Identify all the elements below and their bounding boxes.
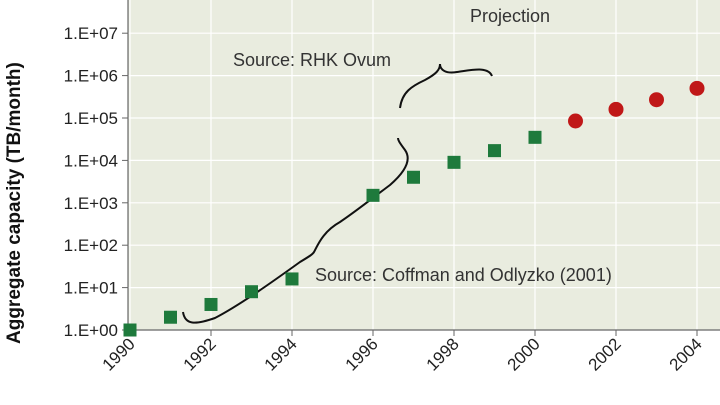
projection-label: Projection — [470, 6, 550, 26]
x-tick-label: 1994 — [261, 334, 301, 374]
y-tick-label: 1.E+02 — [64, 236, 118, 255]
y-tick-label: 1.E+04 — [64, 151, 118, 170]
x-tick-label: 1990 — [99, 334, 139, 374]
coffman-brace — [182, 137, 409, 324]
green-square-point — [366, 188, 380, 202]
x-tick-label: 2004 — [666, 334, 706, 374]
green-square-point — [204, 297, 218, 311]
green-square-point — [407, 170, 420, 184]
coffman-source-label: Source: Coffman and Odlyzko (2001) — [315, 265, 612, 285]
y-tick-label: 1.E+07 — [64, 24, 118, 43]
x-ticks: 1990199219941996199820002002200420062008… — [99, 330, 706, 375]
y-tick-label: 1.E+01 — [64, 279, 118, 298]
green-square-point — [528, 130, 542, 144]
red-circle-point — [689, 80, 705, 96]
y-ticks: 1.E+00 1.E+01 1.E+02 1.E+03 1.E+04 1.E+05 1.E+… — [64, 24, 128, 340]
x-tick-label: 2000 — [504, 334, 544, 374]
y-axis-label: Aggregate capacity (TB/month) — [4, 62, 25, 344]
x-tick-label: 2002 — [585, 334, 625, 374]
marks — [123, 80, 705, 337]
x-tick-label: 1996 — [342, 334, 382, 374]
red-circle-point — [568, 113, 583, 129]
y-tick-label: 1.E+00 — [64, 321, 118, 340]
x-tick-label: 1998 — [423, 334, 463, 374]
y-tick-label: 1.E+06 — [64, 67, 118, 86]
green-square-point — [123, 323, 137, 337]
red-circle-point — [649, 92, 664, 108]
green-square-point — [447, 155, 461, 169]
y-tick-label: 1.E+03 — [64, 194, 118, 213]
green-square-point — [488, 144, 501, 158]
plot-background — [128, 0, 720, 330]
y-tick-label: 1.E+05 — [64, 109, 118, 128]
rhk-source-label: Source: RHK Ovum — [233, 50, 391, 70]
red-circle-point — [608, 101, 624, 117]
green-square-point — [164, 310, 177, 324]
rhk-brace — [399, 63, 493, 109]
x-tick-label: 1992 — [180, 334, 220, 374]
green-square-point — [245, 285, 258, 299]
green-square-point — [285, 272, 299, 286]
